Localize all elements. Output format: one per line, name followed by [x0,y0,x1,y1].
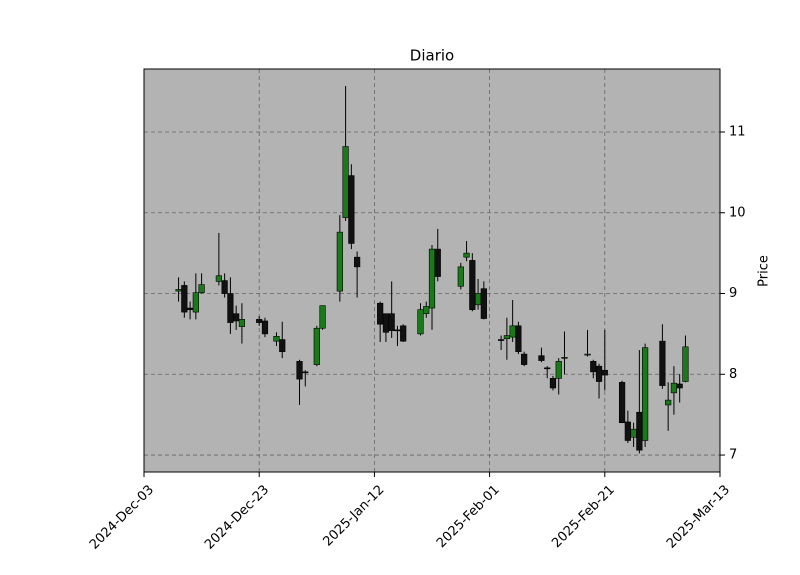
candle-body [394,329,401,332]
candle-body [215,275,222,282]
candle-body [682,346,689,382]
y-tick-label: 10 [729,205,746,220]
candle-body [595,365,603,382]
candle-body [382,313,390,333]
candle-body [509,325,516,338]
candle-body [186,307,194,310]
candle-body [227,293,234,323]
candle-body [544,367,551,370]
candle-body [463,252,470,258]
plot-frame [143,68,721,473]
candle-body [555,361,562,379]
candle-body [336,231,343,292]
candle-body [630,428,637,438]
y-tick-label: 9 [729,286,737,301]
candle-body [584,353,591,356]
candle-body [480,288,487,319]
candle-body [624,421,631,441]
candle-body [348,175,355,244]
y-axis-label: Price [757,255,772,287]
candle-body [670,382,678,394]
y-tick-label: 7 [729,448,737,463]
candle-body [665,399,672,406]
candle-body [319,305,326,329]
candle-body [474,293,482,306]
candle-body [256,319,263,323]
candle-body [342,146,349,218]
candle-body [515,325,522,352]
y-tick-label: 8 [729,367,737,382]
candle-body [377,302,384,325]
candle-body [498,339,505,341]
candle-body [313,327,320,365]
candle-body [261,320,269,335]
candle-body [423,306,430,315]
candle-body [400,325,407,342]
candle-body [601,369,608,376]
candle-body [302,371,309,374]
candle-body [175,289,182,292]
candle-body [457,266,464,287]
chart-title: Diario [410,47,454,65]
candle-body [618,382,626,424]
candle-body [273,336,280,342]
candle-body [659,340,666,386]
candle-body [549,378,557,389]
x-tick-label: 2024-Dec-03 [87,482,157,552]
x-tick-label: 2024-Dec-23 [202,482,272,552]
x-tick-label: 2025-Feb-01 [434,482,503,551]
candle-body [354,256,361,268]
candle-body [428,248,436,309]
candle-body [198,284,205,294]
candle-body [642,347,649,441]
candle-body [296,361,303,380]
candle-body [590,361,597,373]
candle-body [238,319,246,327]
candle-body [676,383,683,389]
candle-body [561,357,568,359]
candle-body [417,309,424,335]
candle-body [503,335,510,340]
candle-body [221,280,228,294]
candle-body [434,248,441,277]
candle-body [521,353,528,365]
candle-body [636,411,643,451]
candle-body [538,355,545,361]
x-tick-label: 2025-Mar-13 [664,482,733,551]
candle-body [469,260,476,310]
candle-body [279,339,286,352]
x-tick-label: 2025-Jan-12 [320,482,387,549]
candle-body [388,313,395,331]
candle-body [192,292,199,313]
candle-body [233,313,240,322]
candle-body [181,285,188,313]
y-tick-label: 11 [729,124,746,139]
x-tick-label: 2025-Feb-21 [549,482,618,551]
